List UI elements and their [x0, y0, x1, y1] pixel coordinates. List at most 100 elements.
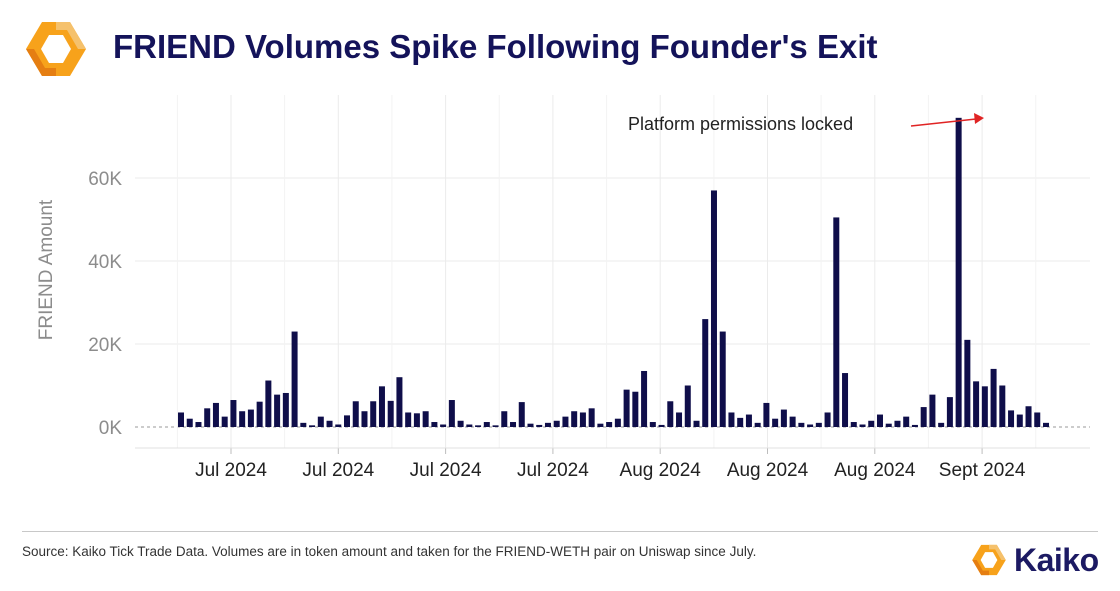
x-tick-label: Aug 2024 — [727, 460, 809, 481]
volume-bar — [501, 411, 508, 427]
kaiko-logo-icon — [26, 22, 86, 76]
volume-bar — [623, 389, 630, 427]
y-tick-label: 0K — [99, 418, 123, 439]
volume-bar — [894, 420, 901, 427]
volume-bar — [422, 411, 429, 427]
volume-bar — [483, 422, 490, 427]
volume-bar — [842, 373, 849, 427]
volume-bar — [632, 391, 639, 427]
volume-bar — [684, 385, 691, 427]
volume-bar — [990, 368, 997, 427]
x-tick-label: Jul 2024 — [195, 460, 267, 481]
volume-bar — [352, 401, 359, 427]
volume-bar — [274, 394, 281, 427]
volume-bar — [737, 417, 744, 427]
volume-bar — [282, 392, 289, 427]
volume-bar — [903, 416, 910, 428]
volume-bar — [824, 412, 831, 427]
volume-bar — [763, 402, 770, 427]
volume-bar — [676, 412, 683, 427]
volume-bar — [588, 408, 595, 427]
volume-bar — [929, 394, 936, 427]
y-tick-label: 40K — [88, 252, 122, 273]
y-tick-label: 20K — [88, 335, 122, 356]
volume-bar — [833, 217, 840, 427]
volume-bar — [815, 422, 822, 427]
volume-bar — [195, 422, 202, 427]
volume-bar — [413, 413, 420, 427]
volume-bar — [405, 412, 412, 427]
volume-bar — [492, 425, 499, 427]
volume-bar — [1008, 410, 1015, 427]
volume-bar — [911, 424, 918, 427]
volume-bar — [859, 424, 866, 427]
x-tick-label: Jul 2024 — [410, 460, 482, 481]
volume-bar — [693, 420, 700, 427]
volume-bar — [370, 401, 377, 427]
volume-bar — [1016, 414, 1023, 427]
volume-bar — [553, 420, 560, 427]
volume-bar — [518, 402, 525, 427]
annotation-text: Platform permissions locked — [628, 114, 853, 134]
volume-bar — [597, 423, 604, 427]
volume-bar — [964, 339, 971, 427]
kaiko-hexagon-icon — [972, 544, 1006, 576]
volume-bar — [710, 190, 717, 427]
volume-bar — [973, 381, 980, 427]
volume-bar — [780, 409, 787, 427]
volume-bar — [702, 319, 709, 427]
volume-bar — [807, 424, 814, 427]
x-axis-ticks: Jul 2024 Jul 2024 Jul 2024 Jul 2024 Aug 2024… — [135, 447, 1090, 481]
volume-bar — [440, 424, 447, 427]
x-tick-label: Aug 2024 — [834, 460, 916, 481]
chart-title: FRIEND Volumes Spike Following Founder's… — [113, 28, 878, 65]
volume-bar — [256, 401, 263, 427]
volume-bar — [1043, 422, 1049, 427]
volume-bar — [309, 425, 316, 427]
volume-bar — [946, 397, 953, 427]
volume-bar — [466, 424, 473, 427]
volume-bar — [641, 370, 648, 427]
volume-bar — [457, 420, 464, 427]
volume-bar — [344, 415, 351, 427]
volume-bar — [300, 422, 307, 427]
volume-bar — [475, 425, 482, 427]
source-note: Source: Kaiko Tick Trade Data. Volumes a… — [22, 544, 757, 559]
volume-bar — [291, 331, 298, 427]
volume-bar — [265, 380, 272, 427]
volume-bar — [247, 409, 254, 427]
volume-bar — [544, 422, 551, 427]
volume-bar — [745, 414, 752, 427]
volume-bar — [387, 400, 394, 427]
volume-bar — [955, 117, 962, 427]
volume-bar — [658, 424, 665, 427]
volume-bar — [1034, 412, 1041, 427]
volume-bar — [431, 422, 438, 427]
volume-bar — [317, 416, 324, 428]
brand-logo: Kaiko — [970, 538, 1099, 582]
volume-bar — [361, 411, 368, 427]
brand-name: Kaiko — [1014, 541, 1099, 578]
volume-bar — [212, 402, 219, 427]
volume-bar — [606, 422, 613, 427]
volume-bar — [571, 411, 578, 427]
volume-bar — [239, 411, 246, 427]
volume-bar — [614, 418, 621, 427]
volume-bar — [510, 422, 517, 427]
volume-bar — [868, 420, 875, 427]
volume-bar — [579, 412, 586, 427]
x-tick-label: Sept 2024 — [939, 460, 1026, 481]
volume-bar — [920, 407, 927, 427]
volume-bar — [728, 412, 735, 427]
x-tick-label: Jul 2024 — [517, 460, 589, 481]
volume-bar — [754, 422, 761, 427]
volume-bar — [789, 416, 796, 428]
volume-bar — [772, 418, 779, 427]
volume-bar — [562, 416, 569, 428]
volume-bar — [221, 416, 228, 428]
volume-bar — [876, 414, 883, 427]
volume-bar — [326, 420, 333, 427]
footer-divider — [22, 531, 1098, 532]
volume-bar — [448, 400, 455, 427]
volume-bar — [719, 331, 726, 427]
